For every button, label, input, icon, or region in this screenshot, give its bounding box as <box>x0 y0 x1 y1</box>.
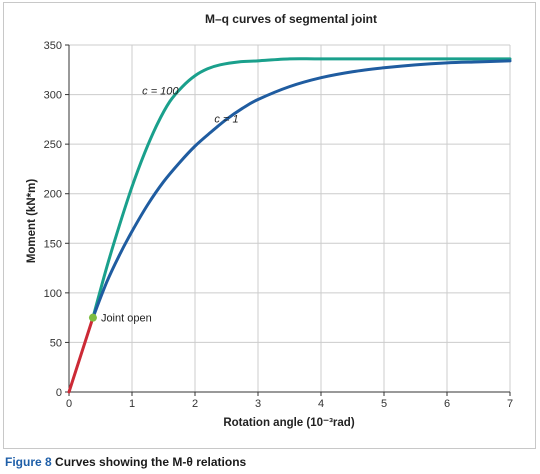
y-tick-label: 200 <box>44 189 62 201</box>
y-tick-label: 50 <box>50 337 62 349</box>
x-tick-label: 5 <box>381 398 387 410</box>
y-axis-label: Moment (kN*m) <box>26 179 38 264</box>
figure-caption: Figure 8 Curves showing the M-θ relation… <box>5 455 246 469</box>
x-tick-label: 4 <box>318 398 324 410</box>
series-initial-segment <box>67 316 95 394</box>
x-axis-label: Rotation angle (10⁻³rad) <box>223 417 354 429</box>
y-tick-label: 100 <box>44 288 62 300</box>
x-tick-label: 3 <box>255 398 261 410</box>
x-tick-label: 6 <box>444 398 450 410</box>
y-tick-label: 250 <box>44 139 62 151</box>
label-joint-open: Joint open <box>101 313 152 325</box>
y-tick-label: 350 <box>44 40 62 52</box>
annotations: c = 100 c = 1 Joint open <box>101 86 239 325</box>
x-tick-label: 2 <box>192 398 198 410</box>
grid <box>69 44 511 392</box>
label-c100: c = 100 <box>142 86 179 98</box>
axes: 0 1 2 3 4 5 6 7 0 50 100 150 200 250 300 350 <box>44 40 513 410</box>
y-tick-label: 300 <box>44 90 62 102</box>
figure-caption-text: Curves showing the M-θ relations <box>55 455 247 469</box>
chart-title: M–q curves of segmental joint <box>205 12 377 26</box>
x-tick-label: 7 <box>507 398 513 410</box>
label-c1: c = 1 <box>214 113 238 125</box>
x-tick-label: 0 <box>66 398 72 410</box>
figure-frame: 0 1 2 3 4 5 6 7 0 50 100 150 200 250 300 350 c = 100 c =… <box>3 2 536 449</box>
x-tick-label: 1 <box>129 398 135 410</box>
joint-open-point <box>88 313 97 322</box>
series-lines <box>67 57 512 394</box>
series-c1 <box>91 59 512 320</box>
figure-number: Figure 8 <box>5 455 52 469</box>
series-c100 <box>91 57 512 320</box>
y-tick-label: 150 <box>44 238 62 250</box>
y-tick-label: 0 <box>56 387 62 399</box>
